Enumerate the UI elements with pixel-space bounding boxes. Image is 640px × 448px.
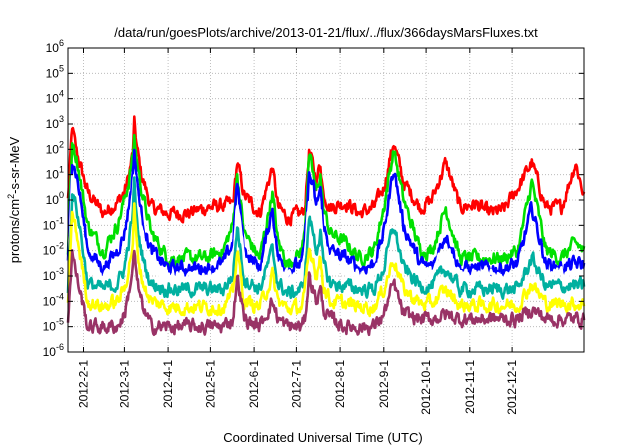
y-tick-base: 10 [43,345,57,359]
y-tick-base: 10 [43,294,57,308]
series-line-6 [66,202,586,318]
y-tick-exponent: 2 [59,139,64,149]
y-tick-base: 10 [46,117,60,131]
x-axis-ticks: 2012-2-1 2012-3-1 2012-4-1 2012-5-1 2012-6-1… [77,48,519,415]
y-tick-label: 102 [46,139,64,156]
x-axis-label: Coordinated Universal Time (UTC) [223,430,422,445]
y-tick-label: 10-3 [43,266,64,283]
y-tick-base: 10 [43,218,57,232]
x-tick-label: 2012-6-1 [247,360,261,408]
y-tick-label: 10-4 [43,291,64,308]
y-axis-label-rest: -s-sr-MeV [7,136,22,193]
y-axis-label-sup: 2 [6,194,16,199]
x-tick-label: 2012-10-1 [419,360,433,415]
y-tick-base: 10 [46,41,60,55]
y-tick-exponent: -5 [56,317,64,327]
chart-title: /data/run/goesPlots/archive/2013-01-21/f… [114,25,538,40]
y-tick-base: 10 [43,269,57,283]
y-tick-exponent: 3 [59,114,64,124]
x-tick-label: 2012-2-1 [77,360,91,408]
x-tick-label: 2012-3-1 [117,360,131,408]
y-tick-exponent: 4 [59,89,64,99]
y-tick-label: 10-1 [43,215,64,232]
series-line-7 [66,249,586,337]
y-tick-exponent: 0 [59,190,64,200]
y-tick-exponent: 1 [59,165,64,175]
y-tick-exponent: -1 [56,215,64,225]
y-tick-base: 10 [43,244,57,258]
series-line-2 [66,133,586,269]
y-tick-label: 100 [46,190,64,207]
x-tick-label: 2012-12-1 [505,360,519,415]
series-line-5 [66,176,586,300]
y-tick-exponent: -3 [56,266,64,276]
x-tick-label: 2012-7-1 [289,360,303,408]
y-tick-exponent: -2 [56,241,64,251]
y-tick-label: 10-5 [43,317,64,334]
x-tick-label: 2012-11-1 [463,360,477,414]
x-tick-label: 2012-4-1 [161,360,175,408]
y-tick-base: 10 [46,193,60,207]
y-tick-base: 10 [46,66,60,80]
y-tick-label: 10-2 [43,241,64,258]
y-tick-exponent: -4 [56,291,64,301]
y-tick-label: 101 [46,165,64,182]
x-tick-label: 2012-9-1 [377,360,391,408]
y-tick-label: 106 [46,38,64,55]
y-tick-label: 105 [46,63,64,80]
y-axis-ticks: 10-610-510-410-310-210-11001011021031041… [43,38,584,359]
series-line-1 [66,115,586,227]
data-series [66,115,586,337]
y-axis-label: protons/cm2-s-sr-MeV [6,136,22,263]
series-line-4 [66,174,586,287]
y-tick-label: 103 [46,114,64,131]
y-tick-base: 10 [46,92,60,106]
y-tick-exponent: -6 [56,342,64,352]
y-tick-exponent: 6 [59,38,64,48]
y-tick-base: 10 [43,320,57,334]
y-tick-base: 10 [46,168,60,182]
y-tick-label: 10-6 [43,342,64,359]
y-axis-label-base: protons/cm [7,199,22,263]
y-tick-label: 104 [46,89,64,106]
x-tick-label: 2012-8-1 [333,360,347,408]
y-tick-exponent: 5 [59,63,64,73]
x-tick-label: 2012-5-1 [203,360,217,408]
y-tick-base: 10 [46,142,60,156]
